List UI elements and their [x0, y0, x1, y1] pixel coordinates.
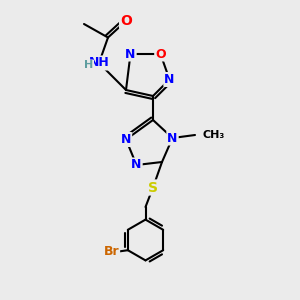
Text: H: H	[84, 60, 93, 70]
Text: N: N	[131, 158, 142, 172]
Text: CH₃: CH₃	[202, 130, 225, 140]
Text: N: N	[121, 133, 131, 146]
Text: N: N	[125, 47, 136, 61]
Text: NH: NH	[88, 56, 110, 70]
Text: O: O	[120, 14, 132, 28]
Text: N: N	[167, 131, 178, 145]
Text: N: N	[164, 73, 175, 86]
Text: Br: Br	[103, 245, 119, 258]
Text: S: S	[148, 181, 158, 194]
Text: O: O	[155, 47, 166, 61]
